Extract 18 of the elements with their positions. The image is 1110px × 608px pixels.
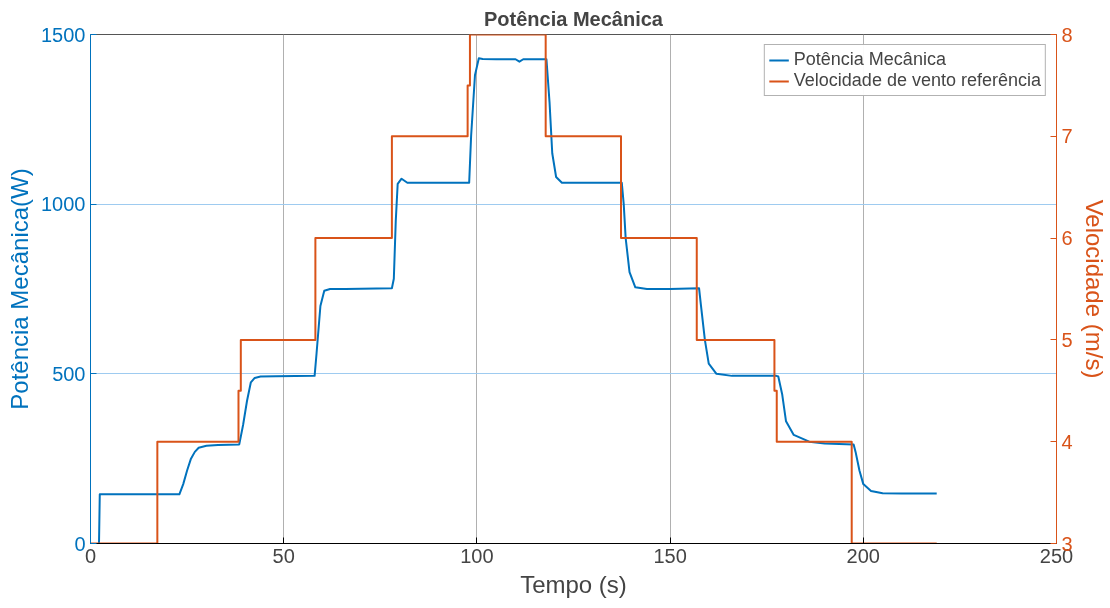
y2-tick-label: 7 bbox=[1061, 125, 1073, 148]
legend-label: Velocidade de vento referência bbox=[793, 70, 1041, 91]
y-tick-label: 1000 bbox=[41, 193, 86, 216]
y-axis-title: Potência Mecânica(W) bbox=[6, 168, 34, 410]
y2-tick-label: 5 bbox=[1061, 328, 1073, 351]
x-tick-label: 150 bbox=[653, 544, 687, 567]
x-tick-label: 50 bbox=[272, 544, 295, 567]
x-axis-title: Tempo (s) bbox=[520, 570, 627, 598]
y-tick-label: 500 bbox=[52, 362, 86, 385]
y2-tick-label: 4 bbox=[1061, 430, 1073, 453]
x-tick-label: 200 bbox=[846, 544, 880, 567]
y2-tick-label: 6 bbox=[1061, 227, 1073, 250]
legend-label: Potência Mecânica bbox=[793, 49, 946, 70]
chart-title: Potência Mecânica bbox=[484, 7, 664, 30]
y2-axis-title: Velocidade (m/s) bbox=[1080, 199, 1108, 379]
x-tick-label: 100 bbox=[460, 544, 494, 567]
y-tick-label: 1500 bbox=[41, 23, 86, 46]
y2-tick-label: 8 bbox=[1061, 23, 1073, 46]
